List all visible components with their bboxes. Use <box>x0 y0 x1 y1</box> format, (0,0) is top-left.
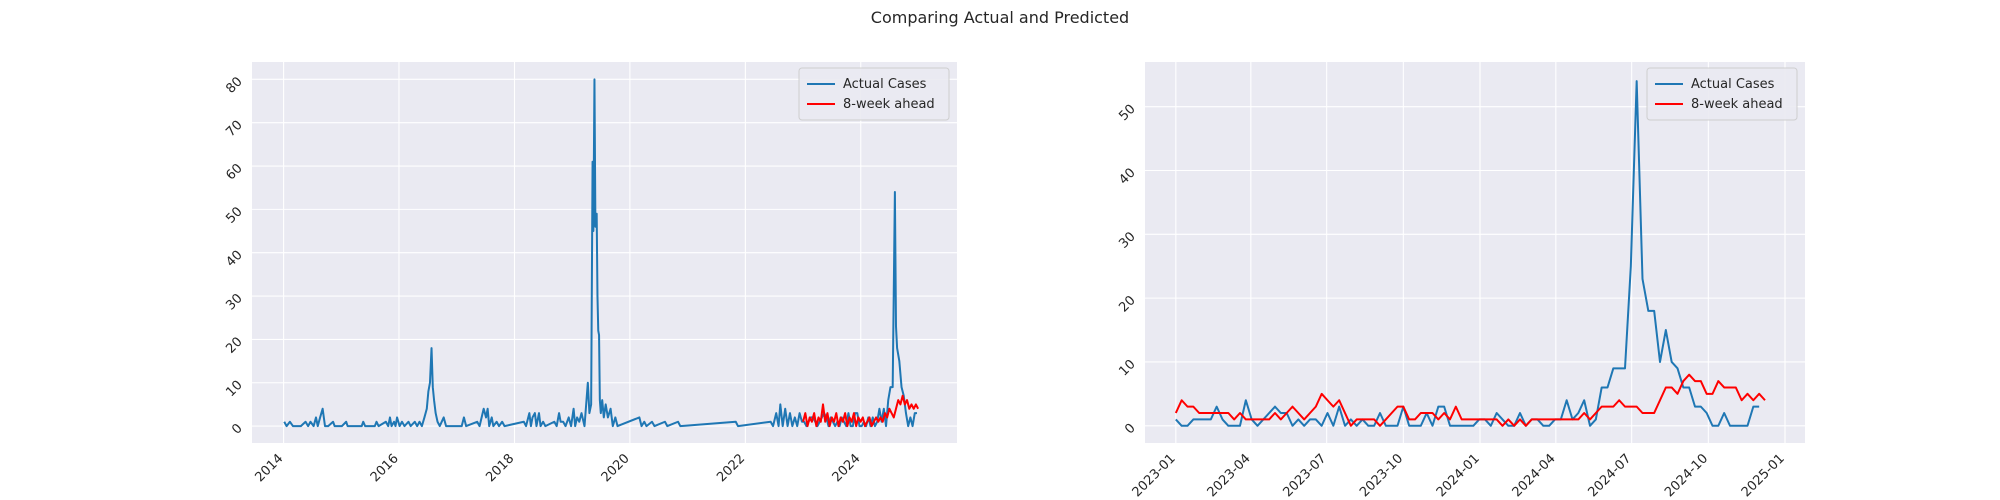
right-x-tick-label: 2025-01 <box>1739 451 1788 500</box>
left-x-tick-label: 2016 <box>368 451 402 485</box>
chart-right: 2023-01 2023-04 2023-07 2023-10 2024-01 2024-… <box>1116 62 1805 500</box>
left-series-line-prediction <box>802 394 920 428</box>
right-x-tick-label: 2023-10 <box>1357 451 1406 500</box>
right-x-tick-label: 2023-04 <box>1205 451 1254 500</box>
left-y-tick-label: 20 <box>223 334 245 356</box>
left-x-tick-label: 2020 <box>599 451 633 485</box>
left-grid <box>252 62 957 443</box>
right-legend-label: 8-week ahead <box>1691 97 1783 112</box>
left-y-tick-label: 30 <box>223 291 245 313</box>
left-y-tick-label: 0 <box>229 421 245 437</box>
right-y-tick-label: 0 <box>1122 421 1138 437</box>
left-y-tick-label: 80 <box>223 74 245 96</box>
figure-title: Comparing Actual and Predicted <box>870 8 1130 27</box>
right-y-tick-label: 10 <box>1116 357 1138 379</box>
chart-left: 2014 2016 2018 2020 2022 2024 0 10 20 30 40 50 60 70 8… <box>223 62 957 485</box>
left-y-tick-label: 10 <box>223 378 245 400</box>
right-y-tick-label: 30 <box>1116 229 1138 251</box>
right-x-tick-label: 2024-01 <box>1434 451 1483 500</box>
right-legend-box <box>1646 67 1798 121</box>
left-y-tick-label: 50 <box>223 204 245 226</box>
right-x-tick-label: 2023-07 <box>1280 451 1329 500</box>
left-legend-label: Actual Cases <box>843 77 927 92</box>
left-y-tick-label: 60 <box>223 161 245 183</box>
right-x-tick-label: 2024-07 <box>1585 451 1634 500</box>
left-legend: Actual Cases 8-week ahead <box>798 67 950 121</box>
right-legend-label: Actual Cases <box>1691 77 1775 92</box>
right-series-line-actual-cases <box>1175 80 1760 427</box>
right-y-tick-label: 50 <box>1116 102 1138 124</box>
left-legend-label: 8-week ahead <box>843 97 935 112</box>
left-x-tick-label: 2022 <box>714 451 748 485</box>
left-legend-box <box>798 67 950 121</box>
left-x-tick-label: 2018 <box>483 451 517 485</box>
left-y-tick-label: 70 <box>223 118 245 140</box>
right-y-tick-label: 40 <box>1116 166 1138 188</box>
right-series-line-prediction <box>1174 373 1766 427</box>
left-series-line-actual-cases <box>283 78 918 428</box>
right-grid <box>1145 62 1805 443</box>
right-x-tick-label: 2023-01 <box>1130 451 1179 500</box>
right-x-tick-label: 2024-04 <box>1510 451 1559 500</box>
left-x-tick-label: 2024 <box>830 451 864 485</box>
right-x-tick-label: 2024-10 <box>1662 451 1711 500</box>
left-y-tick-label: 40 <box>223 248 245 270</box>
right-y-tick-label: 20 <box>1116 293 1138 315</box>
left-x-tick-label: 2014 <box>252 451 286 485</box>
right-legend: Actual Cases 8-week ahead <box>1646 67 1798 121</box>
right-plot-background <box>1145 62 1805 443</box>
